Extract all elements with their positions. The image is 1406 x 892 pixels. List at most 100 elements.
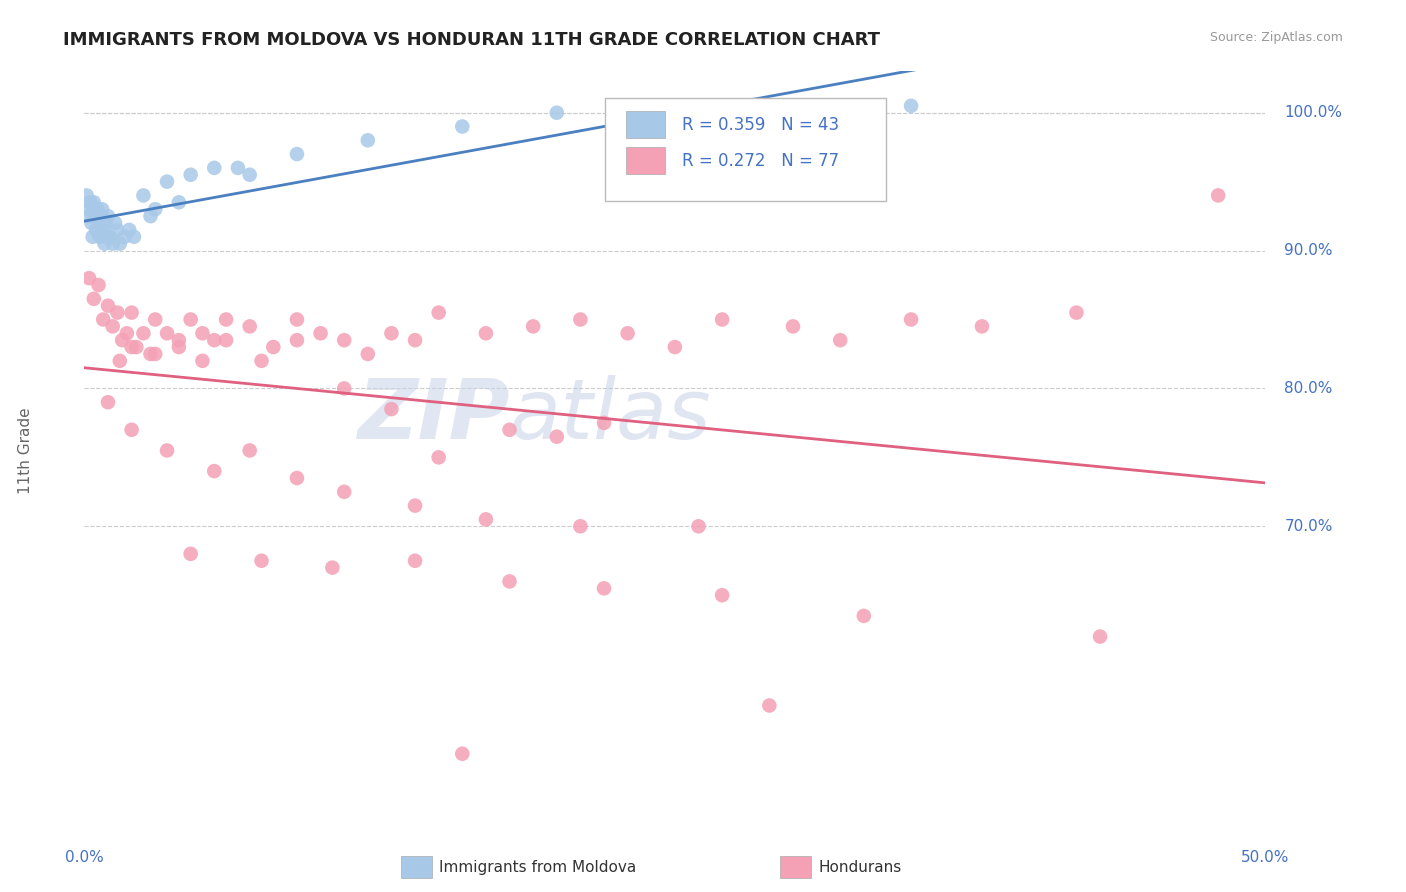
Point xyxy=(143,347,166,361)
Point xyxy=(97,209,120,223)
Point xyxy=(1088,630,1111,644)
Point xyxy=(167,195,190,210)
Point xyxy=(115,326,138,341)
Point xyxy=(357,133,380,147)
Point xyxy=(380,326,402,341)
Point xyxy=(77,209,100,223)
Point xyxy=(333,484,356,499)
Point xyxy=(121,340,143,354)
Text: 50.0%: 50.0% xyxy=(1241,850,1289,865)
Point xyxy=(143,312,166,326)
Point xyxy=(191,354,214,368)
Point xyxy=(114,229,136,244)
Point xyxy=(121,423,143,437)
Point xyxy=(76,188,98,202)
Point xyxy=(108,354,131,368)
Point xyxy=(1206,188,1229,202)
Point xyxy=(226,161,249,175)
Text: 90.0%: 90.0% xyxy=(1284,244,1333,258)
Point xyxy=(77,202,100,217)
Point xyxy=(593,416,616,430)
Point xyxy=(285,147,308,161)
Text: IMMIGRANTS FROM MOLDOVA VS HONDURAN 11TH GRADE CORRELATION CHART: IMMIGRANTS FROM MOLDOVA VS HONDURAN 11TH… xyxy=(63,31,880,49)
Text: 80.0%: 80.0% xyxy=(1284,381,1333,396)
Point xyxy=(89,229,111,244)
Point xyxy=(333,381,356,395)
Point xyxy=(84,209,107,223)
Point xyxy=(108,236,131,251)
Point xyxy=(83,195,105,210)
Point xyxy=(321,560,343,574)
Point xyxy=(852,608,875,623)
Point xyxy=(91,223,114,237)
Point xyxy=(475,512,498,526)
Point xyxy=(167,340,190,354)
Point xyxy=(404,333,426,347)
Point xyxy=(96,229,118,244)
Point xyxy=(111,333,134,347)
Point xyxy=(107,305,129,319)
Point xyxy=(215,333,238,347)
Point xyxy=(202,464,225,478)
Point xyxy=(498,574,520,589)
Text: 0.0%: 0.0% xyxy=(65,850,104,865)
Point xyxy=(239,443,262,458)
Point xyxy=(167,333,190,347)
Point xyxy=(451,747,474,761)
Text: ZIP: ZIP xyxy=(357,376,509,457)
Point xyxy=(546,105,568,120)
Point xyxy=(139,209,162,223)
Point xyxy=(77,271,100,285)
Point xyxy=(97,299,120,313)
Point xyxy=(139,347,162,361)
Point xyxy=(107,223,129,237)
Point xyxy=(143,202,166,217)
Point xyxy=(156,326,179,341)
Text: atlas: atlas xyxy=(509,376,711,457)
Point xyxy=(80,216,103,230)
Point xyxy=(451,120,474,134)
Point xyxy=(522,319,544,334)
Point xyxy=(156,443,179,458)
Point xyxy=(79,195,101,210)
Point xyxy=(900,99,922,113)
Point xyxy=(404,499,426,513)
Point xyxy=(782,319,804,334)
Point xyxy=(357,347,380,361)
Text: 70.0%: 70.0% xyxy=(1284,519,1333,533)
Point xyxy=(404,554,426,568)
Point xyxy=(239,168,262,182)
Point xyxy=(87,278,110,293)
Point xyxy=(132,188,155,202)
Point xyxy=(104,216,127,230)
Point xyxy=(250,554,273,568)
Point xyxy=(180,312,202,326)
Point xyxy=(97,395,120,409)
Point xyxy=(285,333,308,347)
Point xyxy=(569,312,592,326)
Point xyxy=(101,319,124,334)
Point xyxy=(180,547,202,561)
Point xyxy=(427,305,450,319)
Point xyxy=(782,105,804,120)
Point xyxy=(830,333,852,347)
Point xyxy=(616,326,638,341)
Point xyxy=(118,223,141,237)
Point xyxy=(132,326,155,341)
Point xyxy=(285,471,308,485)
Point xyxy=(546,430,568,444)
Point xyxy=(91,312,114,326)
Point xyxy=(285,312,308,326)
Point xyxy=(664,105,686,120)
Point xyxy=(711,588,734,602)
Point xyxy=(262,340,284,354)
Point xyxy=(191,326,214,341)
Point xyxy=(215,312,238,326)
Point xyxy=(309,326,332,341)
Point xyxy=(156,175,179,189)
Point xyxy=(82,229,104,244)
Point xyxy=(84,223,107,237)
Text: R = 0.272   N = 77: R = 0.272 N = 77 xyxy=(682,152,839,169)
Point xyxy=(970,319,993,334)
Point xyxy=(239,319,262,334)
